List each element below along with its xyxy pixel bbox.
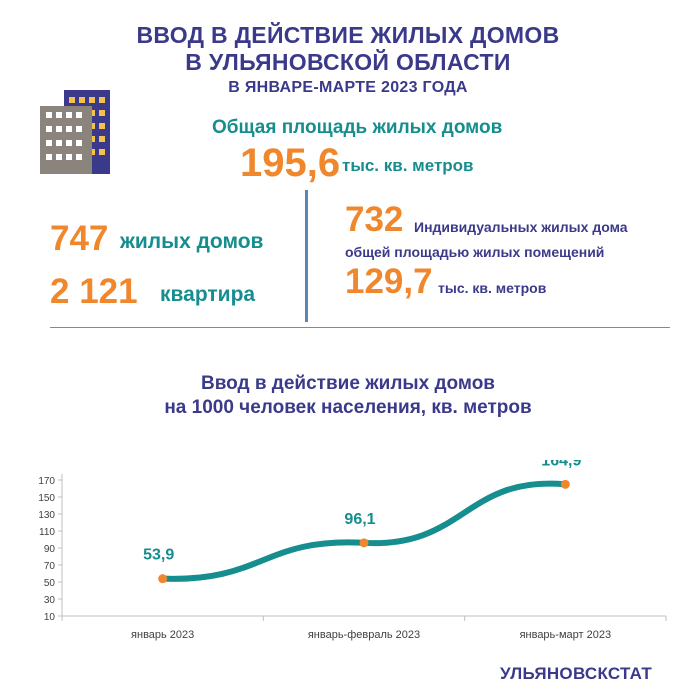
total-area-value: 195,6 (240, 141, 341, 185)
x-tick-label: январь-февраль 2023 (308, 629, 420, 641)
y-tick-label: 110 (39, 527, 55, 538)
y-tick-label: 130 (38, 510, 55, 521)
flats-count-label: квартира (160, 283, 256, 306)
series-line (159, 480, 569, 582)
x-tick-label: январь 2023 (131, 629, 194, 641)
y-tick-label: 70 (44, 561, 56, 572)
title-line-2: В УЛЬЯНОВСКОЙ ОБЛАСТИ (185, 49, 511, 75)
individual-houses-area-label: общей площадью жилых помещений (345, 244, 605, 260)
individual-area-unit: тыс. кв. метров (438, 280, 547, 296)
vertical-divider (305, 190, 308, 322)
y-tick-label: 170 (38, 476, 55, 487)
total-area-unit: тыс. кв. метров (342, 156, 474, 175)
total-area-label: Общая площадь жилых домов (212, 117, 503, 138)
chart-title-line-1: Ввод в действие жилых домов (201, 373, 495, 394)
data-point (359, 538, 369, 548)
apartment-building-icon (40, 90, 110, 174)
data-label: 53,9 (143, 547, 174, 564)
data-point (560, 479, 570, 489)
data-label: 164,9 (541, 460, 581, 469)
data-point (158, 574, 168, 584)
x-tick-label: январь-март 2023 (520, 629, 612, 641)
individual-houses-label: Индивидуальных жилых дома (414, 219, 628, 235)
individual-houses-value: 732 (345, 200, 404, 239)
houses-count-value: 747 (50, 219, 109, 258)
line-chart: 10 30 50 70 90 110 130 150 170 январь 2023 январь-… (38, 460, 667, 641)
title-line-3: В ЯНВАРЕ-МАРТЕ 2023 ГОДА (228, 79, 468, 96)
horizontal-divider (50, 327, 670, 328)
individual-area-value: 129,7 (345, 262, 433, 301)
data-label: 96,1 (344, 511, 375, 528)
y-tick-label: 30 (44, 595, 56, 606)
houses-count-label: жилых домов (120, 230, 264, 253)
agency-name: УЛЬЯНОВСКСТАТ (500, 664, 653, 683)
chart-title-line-2: на 1000 человек населения, кв. метров (164, 397, 532, 418)
y-tick-label: 10 (44, 612, 56, 623)
flats-count-value: 2 121 (50, 272, 138, 311)
title-line-1: ВВОД В ДЕЙСТВИЕ ЖИЛЫХ ДОМОВ (136, 22, 560, 48)
y-tick-label: 50 (44, 578, 56, 589)
y-tick-label: 150 (38, 493, 55, 504)
y-tick-label: 90 (44, 544, 56, 555)
